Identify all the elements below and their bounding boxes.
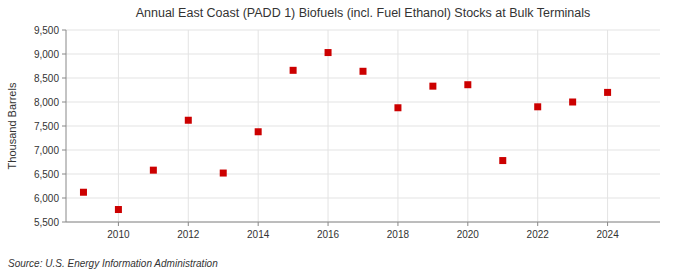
x-tick-label: 2010 bbox=[107, 229, 130, 240]
point bbox=[185, 117, 192, 124]
y-tick-label: 5,500 bbox=[34, 217, 59, 228]
y-tick bbox=[62, 150, 66, 151]
x-axis-line bbox=[66, 222, 660, 223]
x-tick bbox=[397, 222, 398, 226]
x-tick bbox=[467, 222, 468, 226]
grid-line-y bbox=[66, 222, 660, 223]
grid-line-y bbox=[66, 30, 660, 31]
y-tick-label: 7,000 bbox=[34, 145, 59, 156]
point bbox=[429, 83, 436, 90]
x-tick bbox=[607, 222, 608, 226]
title: Annual East Coast (PADD 1) Biofuels (inc… bbox=[136, 6, 591, 20]
y-tick-label: 8,500 bbox=[34, 73, 59, 84]
points bbox=[80, 49, 611, 213]
point bbox=[115, 206, 122, 213]
y-tick bbox=[62, 78, 66, 79]
grid-line-y bbox=[66, 150, 660, 151]
x-tick-label: 2012 bbox=[177, 229, 200, 240]
y-tick bbox=[62, 174, 66, 175]
point bbox=[360, 68, 367, 75]
y-tick-label: 6,500 bbox=[34, 169, 59, 180]
x-tick bbox=[328, 222, 329, 226]
point bbox=[220, 170, 227, 177]
point bbox=[464, 81, 471, 88]
source-note: Source: U.S. Energy Information Administ… bbox=[8, 258, 218, 269]
grid-line-x bbox=[537, 30, 538, 222]
grid-line-y bbox=[66, 78, 660, 79]
point bbox=[80, 189, 87, 196]
x-tick-label: 2016 bbox=[317, 229, 340, 240]
point bbox=[499, 157, 506, 164]
chart: 5,500 6,000 6,500 7,000 7,500 8,000 8,500 9,000… bbox=[0, 0, 675, 275]
y-tick-label: 7,500 bbox=[34, 121, 59, 132]
y-tick bbox=[62, 30, 66, 31]
grid-line-x bbox=[118, 30, 119, 222]
point bbox=[569, 99, 576, 106]
y-tick bbox=[62, 198, 66, 199]
y-axis-label: Thousand Barrels bbox=[6, 82, 18, 169]
point bbox=[394, 104, 401, 111]
y-tick-label: 9,000 bbox=[34, 49, 59, 60]
grid-line-x bbox=[397, 30, 398, 222]
point bbox=[290, 67, 297, 74]
grid-line-x bbox=[258, 30, 259, 222]
y-tick bbox=[62, 126, 66, 127]
x-tick bbox=[258, 222, 259, 226]
y-tick bbox=[62, 54, 66, 55]
point bbox=[150, 167, 157, 174]
grid-line-y bbox=[66, 198, 660, 199]
grid-line-y bbox=[66, 54, 660, 55]
grid-line-y bbox=[66, 126, 660, 127]
y-tick-label: 9,500 bbox=[34, 25, 59, 36]
x-tick-label: 2024 bbox=[596, 229, 619, 240]
point bbox=[325, 49, 332, 56]
point bbox=[604, 89, 611, 96]
x-tick-label: 2014 bbox=[247, 229, 270, 240]
x-tick-label: 2018 bbox=[387, 229, 410, 240]
x-tick bbox=[118, 222, 119, 226]
x-tick bbox=[537, 222, 538, 226]
point bbox=[255, 128, 262, 135]
grid-line-x bbox=[328, 30, 329, 222]
point bbox=[534, 103, 541, 110]
x-tick-label: 2022 bbox=[527, 229, 550, 240]
x-tick-label: 2020 bbox=[457, 229, 480, 240]
y-tick bbox=[62, 222, 66, 223]
y-tick bbox=[62, 102, 66, 103]
grid bbox=[66, 30, 660, 222]
grid-line-x bbox=[467, 30, 468, 222]
y-tick-label: 8,000 bbox=[34, 97, 59, 108]
grid-line-x bbox=[607, 30, 608, 222]
x-tick bbox=[188, 222, 189, 226]
grid-line-x bbox=[188, 30, 189, 222]
y-tick-label: 6,000 bbox=[34, 193, 59, 204]
